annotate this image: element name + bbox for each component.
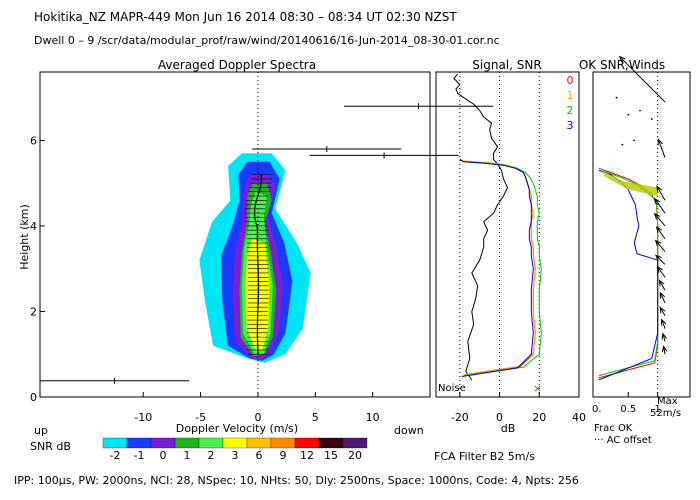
snr-x-tick-label: -20: [451, 411, 469, 424]
colorbar-tick: 12: [300, 449, 314, 462]
colorbar-tick: -1: [134, 449, 145, 462]
colorbar-swatch: [127, 438, 151, 448]
snr-xlabel: dB: [501, 422, 516, 435]
wind-vector: [658, 139, 665, 157]
y-tick-label: 2: [30, 305, 37, 318]
legend-entry-3: 3: [567, 119, 574, 132]
ac-offset-label: ··· AC offset: [594, 435, 652, 446]
ac-offset-dots: [616, 97, 653, 146]
max-speed-label: 52m/s: [650, 408, 681, 419]
colorbar-up-label: up: [34, 424, 48, 437]
legend-entry-1: 1: [567, 89, 574, 102]
snr-gridlines: [460, 72, 539, 397]
snr-x-marker: ×: [533, 382, 542, 395]
params-line: IPP: 100μs, PW: 2000ns, NCI: 28, NSpec: …: [14, 474, 579, 487]
colorbar-label: SNR dB: [30, 440, 71, 453]
x-tick-label: 5: [312, 411, 319, 424]
noise-label: Noise: [438, 383, 466, 394]
colorbar-tick: 2: [208, 449, 215, 462]
spectra-xlabel: Doppler Velocity (m/s): [176, 422, 298, 435]
colorbar-tick: -2: [110, 449, 121, 462]
wind-vector: [655, 214, 665, 226]
colorbar-swatch: [295, 438, 319, 448]
colorbar-tick: 20: [348, 449, 362, 462]
frac-ok-series-0: [599, 168, 658, 378]
frac-ok-series-2: [599, 170, 658, 376]
snr-panel: -20 0 20 40 0 1 2 3 Noise × dB: [436, 72, 586, 435]
colorbar-swatch: [343, 438, 367, 448]
y-tick-label: 4: [30, 220, 37, 233]
spectra-panel: -10 -5 0 5 10 0 2 4 6 Doppler Velocity (m/s) He…: [18, 72, 493, 435]
ac-offset-dot: [616, 97, 618, 99]
max-label: Max: [657, 396, 678, 407]
ac-offset-dot: [639, 110, 641, 112]
colorbar-swatch: [271, 438, 295, 448]
snr-legend: 0 1 2 3: [567, 74, 574, 132]
colorbar-swatches: [103, 438, 367, 448]
ac-offset-dot: [621, 144, 623, 146]
frac-ok-series-3: [599, 170, 658, 380]
wind-vectors: [620, 57, 667, 355]
snr-title: Signal, SNR: [472, 58, 541, 72]
ac-offset-dot: [651, 118, 653, 120]
colorbar-tick: 1: [184, 449, 191, 462]
snr-series-3: [460, 160, 534, 377]
winds-xlabel: Frac OK: [594, 423, 633, 434]
colorbar-swatch: [223, 438, 247, 448]
snr-series-Noise: [454, 74, 508, 380]
ac-offset-dot: [627, 114, 629, 116]
winds-tick-left: 0.: [592, 404, 602, 415]
spectra-title: Averaged Doppler Spectra: [158, 58, 316, 72]
y-tick-label: 6: [30, 134, 37, 147]
y-tick-label: 0: [30, 391, 37, 404]
snr-frame: [436, 72, 579, 397]
radar-figure: Averaged Doppler Spectra Signal, SNR OK …: [0, 0, 700, 500]
colorbar-swatch: [175, 438, 199, 448]
snr-series-1: [460, 159, 536, 375]
colorbar-swatch: [199, 438, 223, 448]
ac-offset-dot: [633, 140, 635, 142]
winds-panel: 0.5 1 0. Frac OK ··· AC offset Max 52m/s: [592, 57, 690, 446]
wind-vector: [657, 186, 665, 200]
spectra-ylabel: Height (km): [18, 204, 31, 270]
snr-x-tick-label: 20: [532, 411, 546, 424]
colorbar-tick: 6: [256, 449, 263, 462]
snr-series-0: [460, 160, 536, 376]
legend-entry-2: 2: [567, 104, 574, 117]
colorbar-swatch: [151, 438, 175, 448]
colorbar-swatch: [247, 438, 271, 448]
x-tick-label: 10: [366, 411, 380, 424]
snr-x-tick-label: 40: [572, 411, 586, 424]
legend-entry-0: 0: [567, 74, 574, 87]
x-tick-label: -10: [134, 411, 152, 424]
fca-filter: FCA Filter B2 5m/s: [434, 450, 535, 463]
colorbar-swatch: [103, 438, 127, 448]
snr-series: [454, 74, 541, 380]
spectra-y-ticks: 0 2 4 6: [30, 134, 45, 404]
winds-frame: [593, 72, 690, 397]
frac-ok-series: [599, 168, 658, 380]
colorbar-tick: 15: [324, 449, 338, 462]
winds-x-tick-label: 0.5: [620, 404, 636, 415]
colorbar-tick: 0: [160, 449, 167, 462]
colorbar-tick: 9: [280, 449, 287, 462]
spectra-contours: [199, 153, 310, 363]
colorbar-tick: 3: [232, 449, 239, 462]
winds-title: OK SNR,Winds: [579, 58, 665, 72]
colorbar-swatch: [319, 438, 343, 448]
colorbar-down-label: down: [394, 424, 424, 437]
colorbar-tick-labels: -2 -1 0 1 2 3 6 9 12 15 20: [110, 449, 362, 462]
